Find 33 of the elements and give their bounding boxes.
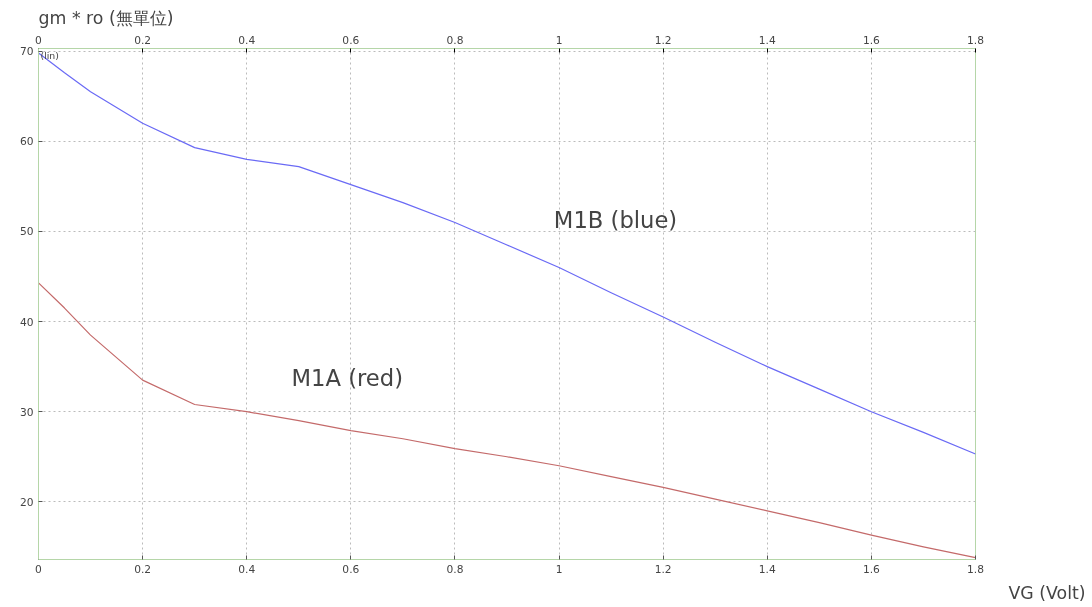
y-tick-label: 70	[19, 45, 34, 59]
x-tick-label: 1.4	[758, 33, 776, 47]
series-label: M1B (blue)	[553, 206, 678, 233]
x2-tick-label: 0.6	[342, 562, 360, 576]
x2-tick-label: 1.2	[654, 562, 672, 576]
x-tick-label: 0.4	[238, 33, 256, 47]
chart-title: gm * ro (無單位)	[38, 7, 174, 28]
x2-tick-label: 1.6	[862, 562, 881, 576]
x-tick-label: 0.6	[342, 33, 360, 47]
x-tick-label: 1.2	[654, 33, 672, 47]
x-tick-label: 0.2	[134, 33, 152, 47]
x-tick-label: 1.8	[967, 33, 985, 47]
x-tick-label: 1	[555, 33, 563, 47]
x2-tick-label: 0.8	[446, 562, 464, 576]
x-tick-label: 0	[35, 33, 43, 47]
x2-tick-label: 1.4	[758, 562, 776, 576]
y-tick-label: 20	[19, 495, 34, 509]
y-tick-label: 60	[19, 135, 34, 149]
y-tick-label: 50	[19, 225, 34, 239]
series-label: M1A (red)	[291, 364, 403, 391]
x2-tick-label: 0.4	[238, 562, 256, 576]
x2-tick-label: 0	[35, 562, 43, 576]
x2-tick-label: 0.2	[134, 562, 152, 576]
annotation: (lin)	[40, 49, 59, 61]
x-tick-label: 1.6	[862, 33, 881, 47]
x-axis-title: VG (Volt)	[1008, 582, 1086, 603]
x2-tick-label: 1.8	[967, 562, 985, 576]
y-tick-label: 30	[19, 405, 34, 419]
line-series	[38, 52, 976, 455]
line-series	[38, 282, 976, 559]
x2-tick-label: 1	[555, 562, 563, 576]
x-tick-label: 0.8	[446, 33, 464, 47]
y-tick-label: 40	[19, 315, 34, 329]
